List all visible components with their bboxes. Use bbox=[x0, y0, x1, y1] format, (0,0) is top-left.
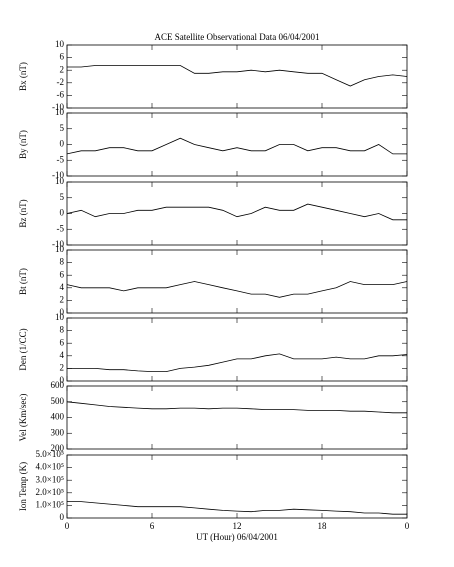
y-tick-label: 0 bbox=[60, 139, 65, 149]
y-tick-label: 2 bbox=[60, 362, 65, 372]
x-tick-label: 6 bbox=[150, 521, 155, 531]
y-tick-label: -5 bbox=[57, 223, 65, 233]
y-tick-label: 0 bbox=[60, 208, 65, 218]
y-tick-label: 8 bbox=[60, 257, 65, 267]
y-tick-label: 10 bbox=[55, 312, 65, 322]
y-tick-label: 0 bbox=[60, 375, 65, 385]
y-tick-label: 4.0×10⁵ bbox=[36, 462, 64, 472]
data-line bbox=[66, 401, 407, 414]
y-tick-label: 2 bbox=[60, 64, 65, 74]
y-tick-label: 1.0×10⁵ bbox=[36, 499, 64, 509]
y-tick-label: 10 bbox=[55, 176, 65, 186]
y-tick-label: 5 bbox=[60, 123, 65, 133]
data-line bbox=[66, 137, 407, 155]
y-tick-label: 3.0×10⁵ bbox=[36, 474, 64, 484]
data-line bbox=[66, 281, 408, 298]
data-line bbox=[67, 501, 407, 515]
y-tick-label: 400 bbox=[51, 412, 65, 422]
y-axis-label: Den (1/CC) bbox=[18, 328, 28, 370]
y-tick-label: 4 bbox=[60, 282, 65, 292]
y-tick-label: -2 bbox=[57, 77, 65, 87]
data-line bbox=[67, 65, 408, 87]
y-tick-label: 6 bbox=[60, 52, 65, 62]
y-tick-label: 5.0×10⁵ bbox=[36, 449, 64, 459]
y-axis-label: Bx (nT) bbox=[18, 62, 28, 91]
y-tick-label: 2.0×10⁵ bbox=[36, 487, 64, 497]
y-tick-label: 6 bbox=[60, 269, 65, 279]
y-tick-label: -10 bbox=[52, 239, 64, 249]
y-axis-label: Ion Temp (K) bbox=[18, 462, 28, 511]
y-tick-label: 0 bbox=[60, 512, 65, 522]
chart-title: ACE Satellite Observational Data 06/04/2… bbox=[155, 32, 320, 42]
y-tick-label: 10 bbox=[55, 39, 65, 49]
data-line bbox=[67, 353, 408, 373]
y-tick-label: 0 bbox=[60, 307, 65, 317]
panel-frame bbox=[66, 454, 408, 519]
y-tick-label: 2 bbox=[60, 294, 65, 304]
y-tick-label: -10 bbox=[52, 170, 64, 180]
y-tick-label: 200 bbox=[51, 443, 65, 453]
y-axis-label: Bz (nT) bbox=[18, 199, 28, 227]
y-tick-label: 300 bbox=[51, 427, 65, 437]
y-axis-label: By (nT) bbox=[18, 130, 28, 159]
panel-frame bbox=[66, 112, 408, 177]
x-tick-label: 12 bbox=[233, 521, 242, 531]
y-tick-label: -5 bbox=[57, 154, 65, 164]
y-tick-label: 6 bbox=[60, 337, 65, 347]
y-tick-label: -10 bbox=[52, 102, 64, 112]
y-tick-label: 8 bbox=[60, 325, 65, 335]
y-tick-label: 600 bbox=[51, 380, 65, 390]
panel-frame bbox=[66, 317, 408, 382]
x-tick-label: 0 bbox=[405, 521, 410, 531]
y-axis-label: Bt (nT) bbox=[18, 268, 28, 295]
y-tick-label: 10 bbox=[55, 107, 65, 117]
y-tick-label: 500 bbox=[51, 396, 65, 406]
panel-frame bbox=[66, 44, 408, 109]
y-axis-label: Vel (Km/sec) bbox=[18, 394, 28, 442]
panel-frame bbox=[66, 385, 408, 450]
y-tick-label: 5 bbox=[60, 192, 65, 202]
y-tick-label: 4 bbox=[60, 350, 65, 360]
data-line bbox=[66, 203, 407, 221]
x-tick-label: 0 bbox=[65, 521, 70, 531]
panel-frame bbox=[66, 249, 408, 314]
y-tick-label: -6 bbox=[57, 89, 65, 99]
x-axis-label: UT (Hour) 06/04/2001 bbox=[196, 532, 278, 542]
x-tick-label: 18 bbox=[318, 521, 328, 531]
y-tick-label: 10 bbox=[55, 244, 65, 254]
